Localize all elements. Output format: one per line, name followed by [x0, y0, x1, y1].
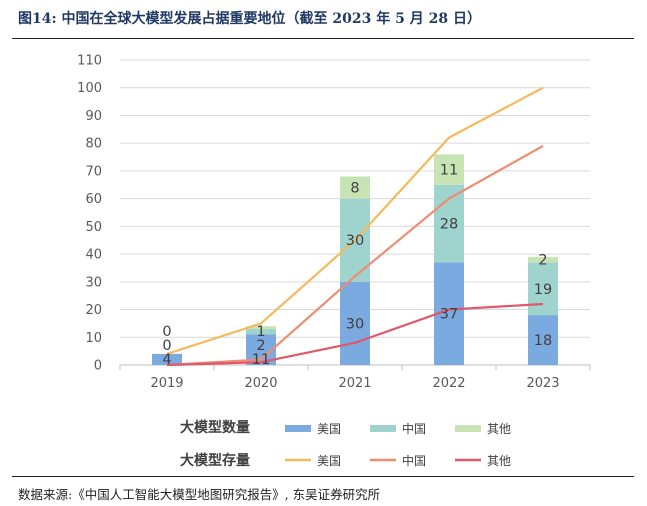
line-美国 [166, 86, 544, 355]
bar-label-2023-其他: 2 [538, 253, 547, 269]
source-note: 数据来源:《中国人工智能大模型地图研究报告》, 东吴证券研究所 [18, 487, 381, 502]
bar-label-2022-美国: 37 [440, 307, 458, 323]
bar-2023-其他 [528, 256, 558, 263]
x-tick-label-2023: 2023 [526, 376, 559, 391]
figure-title: 图14: 中国在全球大模型发展占据重要地位（截至 2023 年 5 月 28 日… [18, 11, 481, 27]
top-rule [12, 38, 634, 39]
bar-label-2019-美国: 4 [162, 352, 171, 368]
y-axis: 0 10 20 30 40 50 60 70 80 90 100 110 [77, 54, 102, 374]
line-中国 [166, 144, 544, 367]
x-tick-label-2021: 2021 [338, 376, 371, 391]
bar-2019-美国 [152, 353, 182, 365]
bar-label-2019-其他: 0 [162, 324, 171, 340]
legend-line-group-label: 大模型存量 [180, 452, 250, 469]
bottom-rule [12, 476, 634, 477]
y-tick-label-50: 50 [85, 220, 102, 235]
bar-label-2023-美国: 18 [534, 333, 552, 349]
x-axis: 2019 2020 2021 2022 2023 [119, 364, 591, 391]
bar-label-2023-中国: 19 [534, 282, 552, 298]
y-tick-label-100: 100 [77, 81, 102, 96]
bar-label-2020-中国: 2 [256, 338, 265, 354]
bar-label-2019-中国: 0 [162, 338, 171, 354]
bar-2023-中国 [528, 262, 558, 316]
legend-line-label-其他: 其他 [487, 454, 511, 468]
y-tick-label-70: 70 [85, 164, 102, 179]
bar-label-2022-中国: 28 [440, 217, 458, 233]
y-tick-label-90: 90 [85, 109, 102, 124]
y-tick-label-110: 110 [77, 54, 102, 69]
y-tick-label-40: 40 [85, 248, 102, 263]
legend-bar-swatch-美国 [285, 425, 311, 432]
bar-2022-其他 [434, 154, 464, 185]
legend-line-label-美国: 美国 [317, 454, 341, 468]
bar-label-2020-美国: 11 [252, 352, 270, 368]
bar-label-2020-其他: 1 [256, 324, 265, 340]
bar-label-2021-美国: 30 [346, 316, 364, 332]
x-tick-label-2022: 2022 [432, 376, 465, 391]
y-tick-label-10: 10 [85, 331, 102, 346]
legend-bar-label-中国: 中国 [402, 421, 426, 436]
x-tick-label-2019: 2019 [150, 376, 183, 391]
legend-bar-swatch-中国 [370, 425, 396, 432]
bar-2021-其他 [340, 176, 370, 199]
y-tick-label-60: 60 [85, 192, 102, 207]
legend-bar-swatch-其他 [455, 425, 481, 432]
x-tick-label-2020: 2020 [244, 376, 277, 391]
bar-label-2021-其他: 8 [350, 181, 359, 197]
y-tick-label-0: 0 [94, 359, 102, 374]
line-其他 [166, 302, 544, 367]
bar-label-2021-中国: 30 [346, 233, 364, 249]
legend-bar-label-美国: 美国 [317, 422, 341, 436]
bar-2020-其他 [246, 326, 276, 329]
lines [166, 86, 544, 367]
legend-line-label-中国: 中国 [402, 453, 426, 468]
bar-2021-美国 [340, 281, 370, 365]
bar-2020-中国 [246, 328, 276, 335]
bar-label-2022-其他: 11 [440, 163, 458, 179]
y-tick-label-20: 20 [85, 303, 102, 318]
bar-2023-美国 [528, 315, 558, 365]
y-tick-label-30: 30 [85, 275, 102, 290]
y-tick-label-80: 80 [85, 137, 102, 152]
legend-bar-label-其他: 其他 [487, 422, 511, 436]
legend-bar-group-label: 大模型数量 [180, 419, 250, 436]
